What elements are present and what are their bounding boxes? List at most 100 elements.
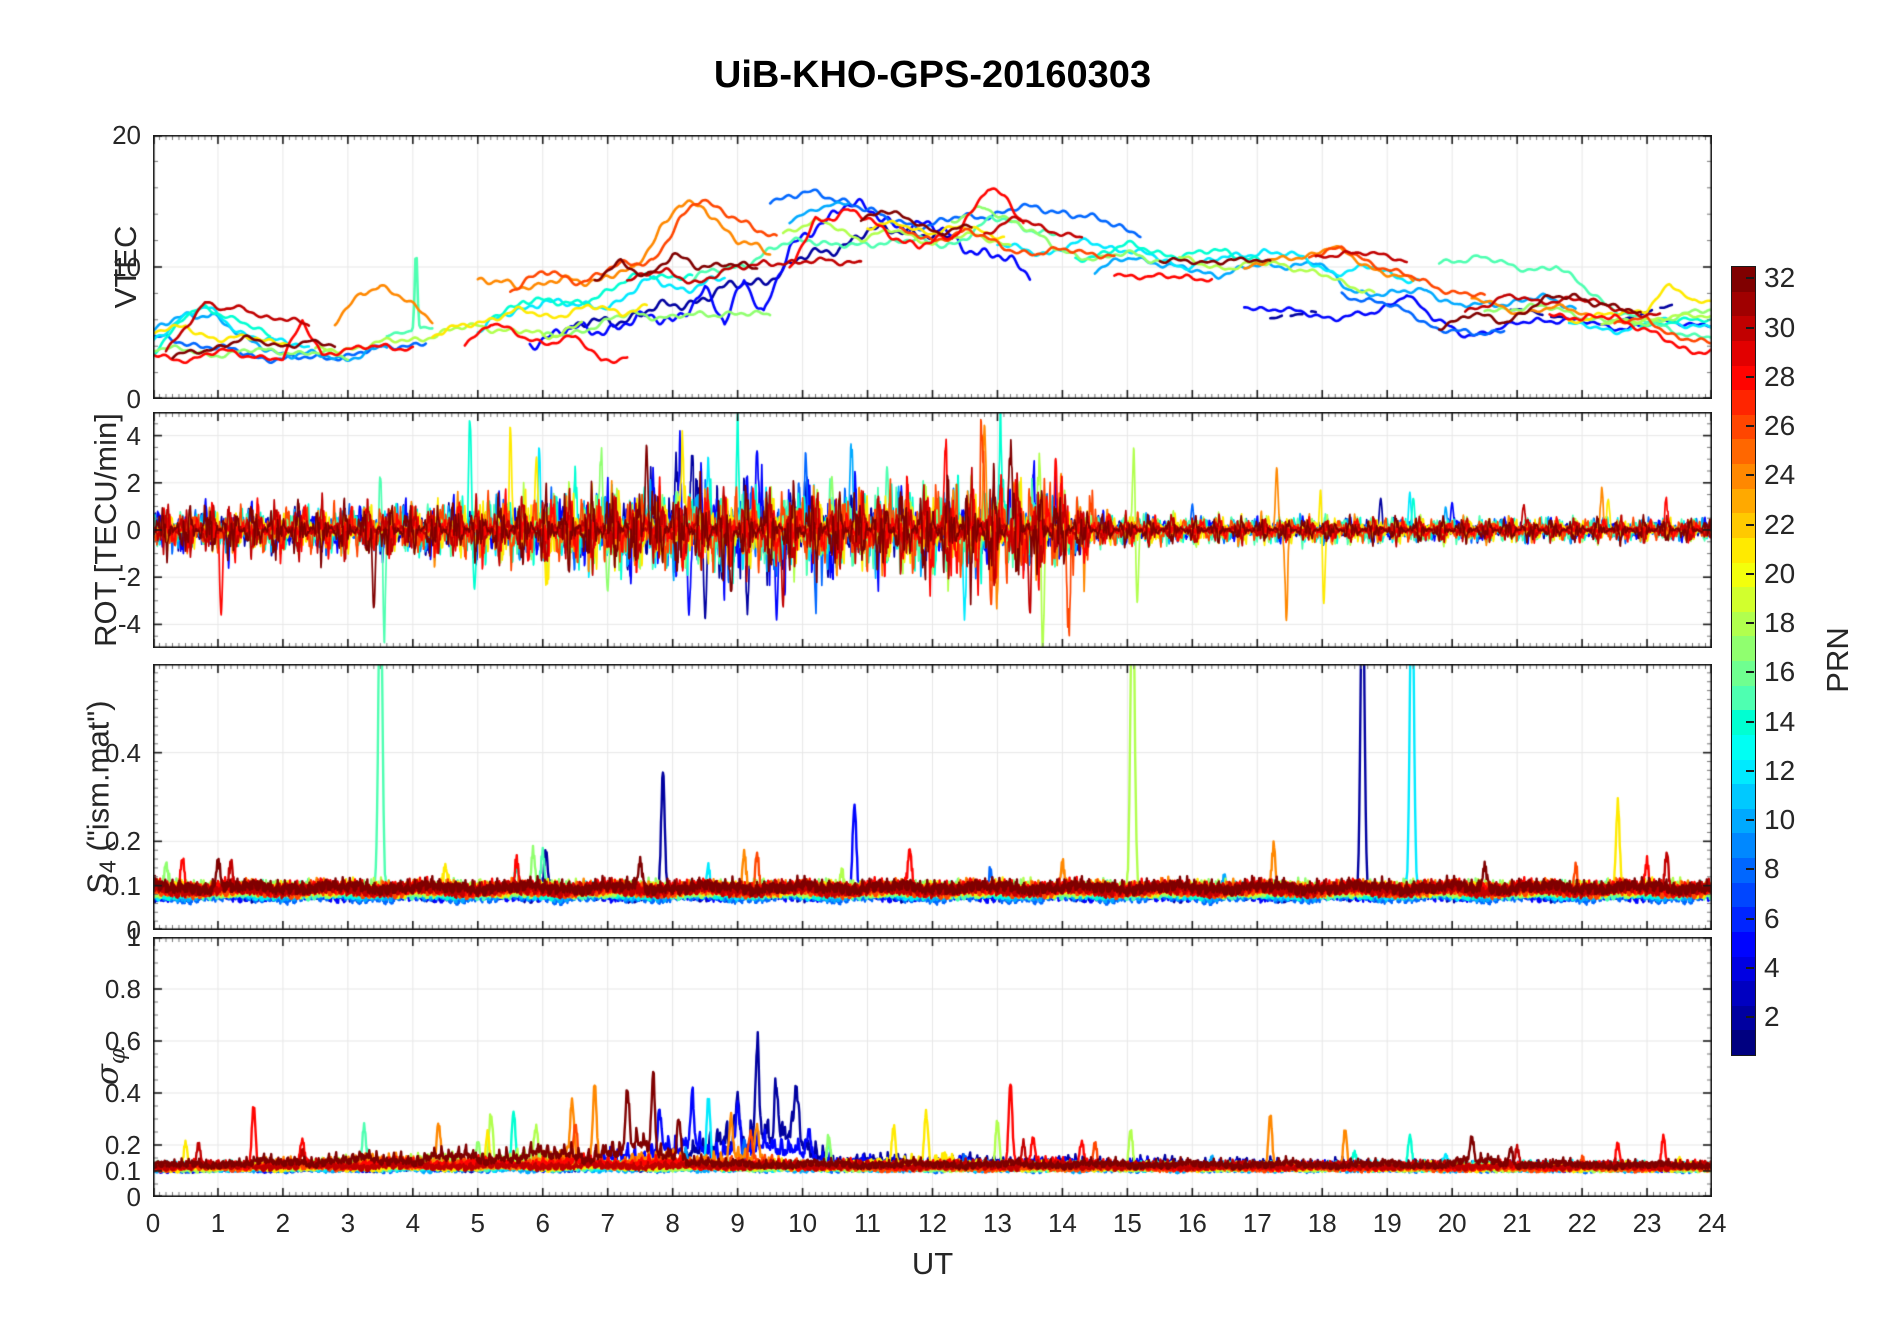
colorbar-tick-mark	[1746, 966, 1754, 969]
x-tick-label: 17	[1242, 1208, 1272, 1238]
rot-panel	[153, 412, 1712, 648]
colorbar-cell	[1732, 513, 1755, 538]
colorbar-tick-mark	[1746, 425, 1754, 428]
colorbar-tick-label: 2	[1764, 1001, 1780, 1033]
x-tick-label: 24	[1697, 1208, 1727, 1238]
colorbar-cell	[1732, 661, 1755, 686]
x-tick-label: 4	[405, 1208, 421, 1238]
colorbar-tick-mark	[1746, 769, 1754, 772]
y-tick-label: 0	[126, 384, 141, 414]
x-tick-label: 20	[1437, 1208, 1467, 1238]
colorbar-cell	[1732, 931, 1755, 957]
x-tick-label: 9	[730, 1208, 745, 1238]
colorbar-cell	[1732, 784, 1755, 809]
colorbar-cell	[1732, 267, 1755, 292]
colorbar-cell	[1732, 685, 1755, 711]
colorbar-tick-label: 30	[1764, 311, 1796, 343]
colorbar-tick-mark	[1746, 1016, 1754, 1019]
y-tick-label: 1	[126, 922, 141, 952]
colorbar-cell	[1732, 858, 1755, 883]
chart-title: UiB-KHO-GPS-20160303	[713, 54, 1152, 96]
x-tick-label: 8	[665, 1208, 680, 1238]
x-tick-label: 19	[1372, 1208, 1402, 1238]
x-tick-label: 1	[210, 1208, 226, 1238]
colorbar-tick-label: 12	[1764, 754, 1796, 786]
x-tick-label: 3	[340, 1208, 356, 1238]
x-tick-label: 23	[1632, 1208, 1662, 1238]
y-tick-label: 0.8	[104, 974, 141, 1004]
y-tick-label: -4	[117, 609, 141, 640]
colorbar-tick-label: 16	[1764, 656, 1796, 688]
colorbar-cell	[1732, 488, 1755, 514]
colorbar-cell	[1732, 882, 1755, 908]
x-tick-label: 15	[1112, 1208, 1142, 1238]
colorbar-tick-mark	[1746, 523, 1754, 526]
x-axis-label: UT	[911, 1246, 954, 1281]
colorbar-tick-mark	[1746, 622, 1754, 625]
colorbar-cell	[1732, 316, 1755, 341]
colorbar-cell	[1732, 734, 1755, 760]
colorbar-cell	[1732, 1005, 1755, 1031]
colorbar-cell	[1732, 710, 1755, 735]
colorbar-tick-mark	[1746, 277, 1754, 280]
colorbar-tick-label: 10	[1764, 804, 1796, 836]
y-tick-label: 0	[126, 1182, 141, 1212]
y-tick-label: 0.2	[104, 1130, 141, 1160]
colorbar-tick-label: 28	[1764, 360, 1796, 392]
y-tick-label: 0.1	[104, 870, 141, 901]
colorbar-tick-label: 32	[1764, 262, 1796, 294]
y-tick-label: 0.2	[104, 826, 141, 857]
x-tick-label: 21	[1502, 1208, 1532, 1238]
s4-panel	[153, 664, 1712, 930]
colorbar	[1731, 266, 1756, 1056]
colorbar-cell	[1732, 464, 1755, 489]
x-tick-label: 10	[788, 1208, 818, 1238]
x-tick-label: 22	[1567, 1208, 1597, 1238]
y-tick-label: -2	[117, 562, 141, 593]
colorbar-cell	[1732, 611, 1755, 637]
colorbar-cell	[1732, 365, 1755, 391]
sigma-phi-panel	[153, 937, 1712, 1197]
x-tick-label: 0	[145, 1208, 161, 1238]
colorbar-tick-label: 26	[1764, 410, 1796, 442]
x-tick-label: 6	[535, 1208, 550, 1238]
x-tick-label: 14	[1047, 1208, 1077, 1238]
y-tick-label: 0	[126, 915, 141, 945]
y-tick-label: 2	[126, 467, 141, 498]
colorbar-tick-label: 22	[1764, 508, 1796, 540]
colorbar-cell	[1732, 439, 1755, 464]
y-tick-label: 4	[126, 420, 141, 451]
colorbar-tick-mark	[1746, 326, 1754, 329]
colorbar-tick-label: 24	[1764, 459, 1796, 491]
colorbar-cell	[1732, 833, 1755, 858]
colorbar-tick-label: 18	[1764, 607, 1796, 639]
colorbar-cell	[1732, 390, 1755, 415]
colorbar-tick-mark	[1746, 474, 1754, 477]
y-tick-label: 20	[112, 120, 141, 150]
colorbar-cell	[1732, 414, 1755, 440]
x-tick-label: 16	[1177, 1208, 1207, 1238]
colorbar-cell	[1732, 759, 1755, 785]
x-tick-label: 7	[600, 1208, 615, 1238]
y-tick-label: 0.6	[104, 1026, 141, 1056]
x-tick-label: 18	[1307, 1208, 1337, 1238]
x-tick-label: 5	[470, 1208, 486, 1238]
vtec-panel	[153, 135, 1712, 399]
colorbar-cell	[1732, 981, 1755, 1006]
colorbar-tick-mark	[1746, 375, 1754, 378]
colorbar-cell	[1732, 537, 1755, 563]
colorbar-cell	[1732, 636, 1755, 661]
colorbar-tick-mark	[1746, 572, 1754, 575]
x-tick-label: 12	[918, 1208, 947, 1238]
y-tick-label: 0	[126, 515, 141, 545]
y-tick-label: 10	[112, 252, 141, 282]
colorbar-tick-label: 6	[1764, 902, 1780, 934]
colorbar-cell	[1732, 587, 1755, 612]
x-tick-label: 13	[982, 1208, 1012, 1238]
colorbar-cell	[1732, 956, 1755, 982]
colorbar-cell	[1732, 291, 1755, 317]
x-tick-label: 2	[275, 1208, 291, 1238]
y-tick-label: 0.4	[104, 737, 141, 768]
colorbar-tick-mark	[1746, 917, 1754, 920]
